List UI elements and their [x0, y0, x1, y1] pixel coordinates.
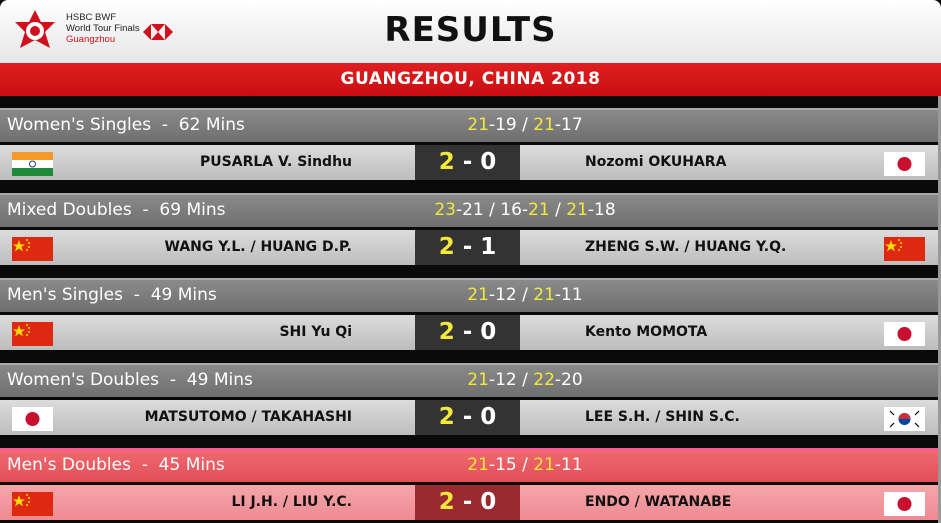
match-title-row: Women's Singles - 62 Mins 21-19 / 21-17 — [0, 108, 938, 142]
right-player: Kento MOMOTA — [585, 324, 708, 340]
venue-bar: GUANGZHOU, CHINA 2018 — [0, 63, 941, 96]
match-title-row: Women's Doubles - 49 Mins 21-12 / 22-20 — [0, 363, 938, 397]
left-player: MATSUTOMO / TAKAHASHI — [144, 409, 352, 425]
event-label: Mixed Doubles - 69 Mins — [7, 200, 226, 220]
right-player: Nozomi OKUHARA — [585, 154, 727, 170]
game-scores: 21-12 / 21-11 — [467, 285, 583, 305]
left-player: PUSARLA V. Sindhu — [200, 154, 352, 170]
right-player: LEE S.H. / SHIN S.C. — [585, 409, 740, 425]
event-label: Men's Doubles - 45 Mins — [7, 455, 225, 475]
brand-text: HSBC BWF World Tour Finals Guangzhou — [66, 12, 140, 45]
match-score: 2 - 0 — [415, 485, 520, 520]
game-score: 21-11 — [533, 285, 583, 305]
match-score: 2 - 0 — [415, 145, 520, 180]
match-result: Women's Singles - 62 Mins 21-19 / 21-17 … — [0, 108, 938, 183]
game-score: 21-12 — [467, 370, 517, 390]
players-row: MATSUTOMO / TAKAHASHI 2 - 0 LEE S.H. / S… — [0, 400, 938, 435]
japan-flag-icon — [884, 322, 925, 346]
japan-flag-icon — [12, 407, 53, 431]
header: HSBC BWF World Tour Finals Guangzhou RES… — [0, 0, 941, 63]
match-score: 2 - 1 — [415, 230, 520, 265]
tournament-logo — [15, 10, 55, 48]
match-title-row: Mixed Doubles - 69 Mins 23-21 / 16-21 / … — [0, 193, 938, 227]
game-score: 21-11 — [533, 455, 583, 475]
korea-flag-icon — [884, 407, 925, 431]
players-row: PUSARLA V. Sindhu 2 - 0 Nozomi OKUHARA — [0, 145, 938, 180]
game-score: 21-12 — [467, 285, 517, 305]
china-flag-icon — [12, 492, 53, 516]
left-player: SHI Yu Qi — [279, 324, 352, 340]
game-scores: 21-15 / 21-11 — [467, 455, 583, 475]
game-score: 21-17 — [533, 115, 583, 135]
players-row: LI J.H. / LIU Y.C. 2 - 0 ENDO / WATANABE — [0, 485, 938, 520]
match-result: Men's Singles - 49 Mins 21-12 / 21-11 SH… — [0, 278, 938, 353]
game-scores: 21-12 / 22-20 — [467, 370, 583, 390]
event-label: Men's Singles - 49 Mins — [7, 285, 217, 305]
match-result: Women's Doubles - 49 Mins 21-12 / 22-20 … — [0, 363, 938, 438]
game-score: 21-18 — [566, 200, 616, 220]
japan-flag-icon — [884, 492, 925, 516]
match-score: 2 - 0 — [415, 315, 520, 350]
match-score: 2 - 0 — [415, 400, 520, 435]
players-row: WANG Y.L. / HUANG D.P. 2 - 1 ZHENG S.W. … — [0, 230, 938, 265]
game-scores: 23-21 / 16-21 / 21-18 — [434, 200, 616, 220]
players-row: SHI Yu Qi 2 - 0 Kento MOMOTA — [0, 315, 938, 350]
game-score: 22-20 — [533, 370, 583, 390]
left-player: WANG Y.L. / HUANG D.P. — [164, 239, 353, 255]
left-player: LI J.H. / LIU Y.C. — [231, 494, 352, 510]
right-player: ZHENG S.W. / HUANG Y.Q. — [585, 239, 787, 255]
match-result: Mixed Doubles - 69 Mins 23-21 / 16-21 / … — [0, 193, 938, 268]
china-flag-icon — [12, 237, 53, 261]
india-flag-icon — [12, 152, 53, 176]
event-label: Women's Doubles - 49 Mins — [7, 370, 253, 390]
match-title-row: Men's Doubles - 45 Mins 21-15 / 21-11 — [0, 448, 938, 482]
match-title-row: Men's Singles - 49 Mins 21-12 / 21-11 — [0, 278, 938, 312]
china-flag-icon — [12, 322, 53, 346]
game-scores: 21-19 / 21-17 — [467, 115, 583, 135]
edge-strip — [938, 96, 941, 523]
right-player: ENDO / WATANABE — [585, 494, 732, 510]
page-title: RESULTS — [384, 10, 557, 50]
game-score: 16-21 — [500, 200, 550, 220]
game-score: 23-21 — [434, 200, 484, 220]
china-flag-icon — [884, 237, 925, 261]
event-label: Women's Singles - 62 Mins — [7, 115, 245, 135]
game-score: 21-15 — [467, 455, 517, 475]
game-score: 21-19 — [467, 115, 517, 135]
hsbc-logo-icon — [143, 24, 173, 40]
japan-flag-icon — [884, 152, 925, 176]
match-result: Men's Doubles - 45 Mins 21-15 / 21-11 LI… — [0, 448, 938, 523]
